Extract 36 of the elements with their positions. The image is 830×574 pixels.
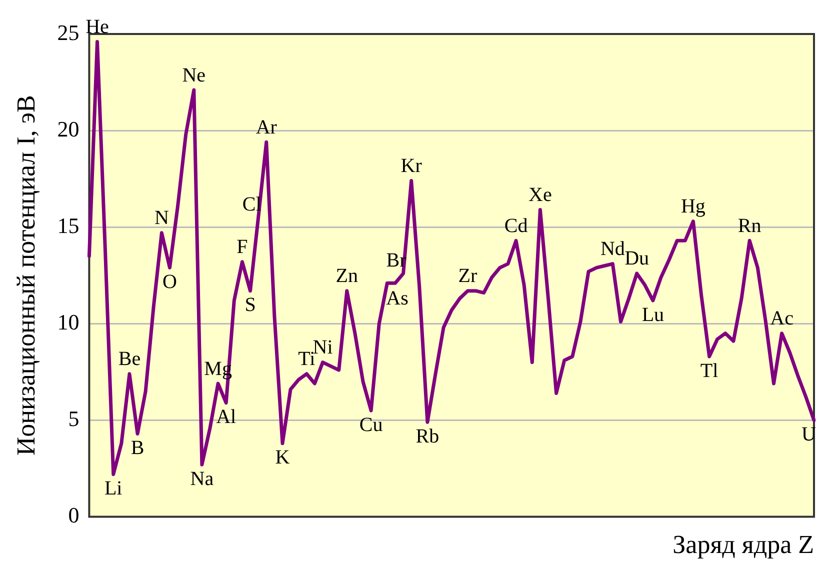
x-axis-title: Заряд ядра Z (672, 530, 814, 560)
y-axis-title: Ионизационный потенциал I, эВ (11, 95, 40, 456)
annotation: Zn (336, 265, 358, 288)
y-tick-label: 15 (57, 212, 80, 238)
annotation: Ac (770, 308, 794, 330)
annotation: Cu (359, 414, 383, 436)
annotation: F (236, 236, 248, 258)
annotation: Li (104, 478, 123, 500)
annotation: Nd (600, 238, 625, 260)
annotation: Tl (700, 360, 719, 382)
annotation: O (162, 270, 177, 293)
annotation: N (154, 207, 169, 230)
annotation: He (86, 16, 110, 38)
annotation: K (275, 446, 290, 469)
y-tick-label: 5 (68, 406, 80, 432)
annotation: B (130, 437, 144, 460)
annotation: S (244, 294, 256, 316)
y-tick-label: 20 (57, 116, 80, 142)
y-tick-label: 0 (68, 502, 80, 528)
annotation: Hg (680, 196, 706, 218)
annotation: Cd (504, 214, 528, 237)
annotation: Be (118, 348, 141, 370)
annotation: Rb (416, 425, 440, 448)
annotation: Lu (642, 304, 664, 326)
annotation: Xe (528, 184, 552, 206)
annotation: Rn (738, 214, 762, 237)
annotation: Zr (458, 265, 478, 288)
annotation: Ar (256, 116, 278, 138)
annotation: Na (190, 468, 214, 490)
annotation: Kr (400, 155, 422, 178)
y-tick-label: 10 (57, 309, 80, 334)
y-tick-label: 25 (57, 20, 80, 45)
annotation: Du (624, 248, 650, 270)
annotation: Ne (182, 64, 206, 86)
annotation: Al (216, 406, 237, 428)
annotation: As (386, 287, 409, 310)
